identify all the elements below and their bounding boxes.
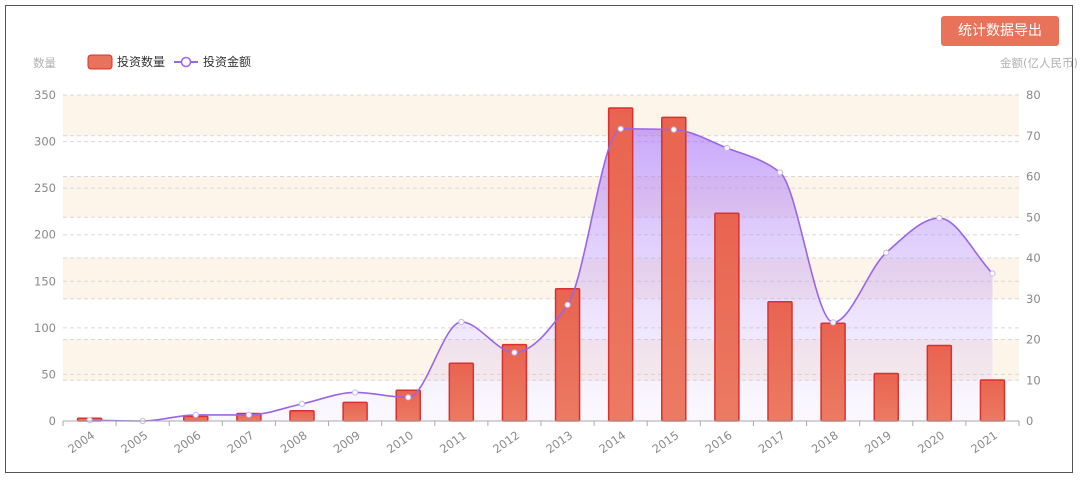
legend: 投资数量 投资金额 (87, 54, 251, 70)
x-tick-label: 2015 (649, 428, 681, 456)
line-layer (89, 128, 994, 422)
x-tick-label: 2007 (225, 428, 257, 456)
amount-point (723, 144, 730, 152)
y-right-tick-label: 60 (1026, 170, 1041, 184)
amount-point (564, 301, 571, 308)
bar (607, 107, 634, 422)
y-axis-left-name: 数量 (33, 56, 56, 70)
bar (661, 116, 687, 422)
amount-point (458, 318, 465, 326)
bar (979, 379, 1006, 422)
bar (820, 322, 846, 422)
x-tick-label: 2014 (596, 428, 628, 456)
x-tick-label: 2017 (756, 428, 788, 456)
x-tick-label: 2010 (384, 428, 416, 456)
y-right-tick-label: 0 (1026, 414, 1033, 428)
split-area-band (63, 176, 1019, 218)
bar (342, 401, 368, 422)
amount-point (936, 214, 943, 222)
amount-point (989, 270, 996, 277)
split-area-band (63, 217, 1019, 258)
y-left-tick-label: 300 (34, 135, 56, 149)
amount-area (89, 128, 993, 421)
amount-point (245, 411, 252, 418)
bar (926, 344, 953, 422)
bar (501, 343, 528, 422)
y-left-tick-label: 250 (34, 181, 56, 195)
split-area-band (63, 95, 1019, 136)
y-right-tick-label: 30 (1026, 292, 1041, 306)
bar (767, 301, 793, 422)
x-tick-label: 2020 (915, 428, 947, 456)
x-tick-label: 2006 (171, 428, 203, 456)
amount-point (192, 411, 199, 418)
amount-point (830, 319, 837, 326)
bar (289, 410, 315, 422)
legend-label-amount: 投资金额 (203, 54, 251, 69)
x-tick-label: 2012 (490, 428, 522, 456)
bar (448, 362, 475, 422)
y-right-tick-label: 20 (1026, 333, 1041, 347)
export-stats-button[interactable]: 统计数据导出 (941, 16, 1059, 46)
x-tick-label: 2021 (968, 428, 1000, 456)
y-left-tick-label: 150 (34, 274, 56, 288)
amount-point (352, 389, 359, 396)
x-tick-label: 2011 (437, 428, 469, 456)
amount-point (511, 349, 518, 356)
amount-point (405, 394, 412, 401)
y-axis-right-name: 金额(亿人民币) (1000, 56, 1078, 70)
x-tick-label: 2004 (65, 428, 97, 456)
amount-point (86, 417, 93, 424)
y-left-tick-label: 100 (34, 321, 56, 335)
legend-line-marker (180, 56, 192, 68)
x-tick-label: 2019 (862, 428, 894, 456)
x-tick-label: 2008 (278, 428, 310, 456)
y-right-tick-label: 50 (1026, 210, 1041, 224)
bar (554, 287, 581, 422)
legend-label-count: 投资数量 (117, 54, 165, 69)
y-left-tick-label: 0 (49, 414, 56, 428)
x-tick-label: 2018 (809, 428, 841, 456)
y-left-tick-label: 50 (41, 367, 56, 381)
y-right-tick-label: 40 (1026, 251, 1041, 265)
amount-point (298, 400, 306, 407)
bar (873, 372, 899, 422)
amount-point (776, 169, 784, 176)
bar (714, 212, 740, 422)
bars (76, 107, 1006, 422)
x-tick-label: 2009 (331, 428, 363, 456)
amount-point (883, 249, 890, 256)
y-left-tick-label: 350 (34, 88, 56, 102)
y-right-tick-label: 10 (1026, 373, 1041, 387)
legend-bar-swatch (87, 54, 113, 70)
points (86, 125, 996, 425)
amount-point (617, 125, 624, 132)
split-area-band (63, 135, 1019, 177)
x-tick-label: 2016 (703, 428, 735, 456)
amount-point (670, 126, 677, 133)
amount-line (89, 128, 994, 422)
y-right-tick-label: 80 (1026, 88, 1041, 102)
y-left-tick-label: 200 (34, 228, 56, 242)
x-tick-label: 2013 (543, 428, 575, 456)
y-right-tick-label: 70 (1026, 129, 1041, 143)
area-layer (89, 128, 993, 421)
x-tick-label: 2005 (118, 428, 150, 456)
